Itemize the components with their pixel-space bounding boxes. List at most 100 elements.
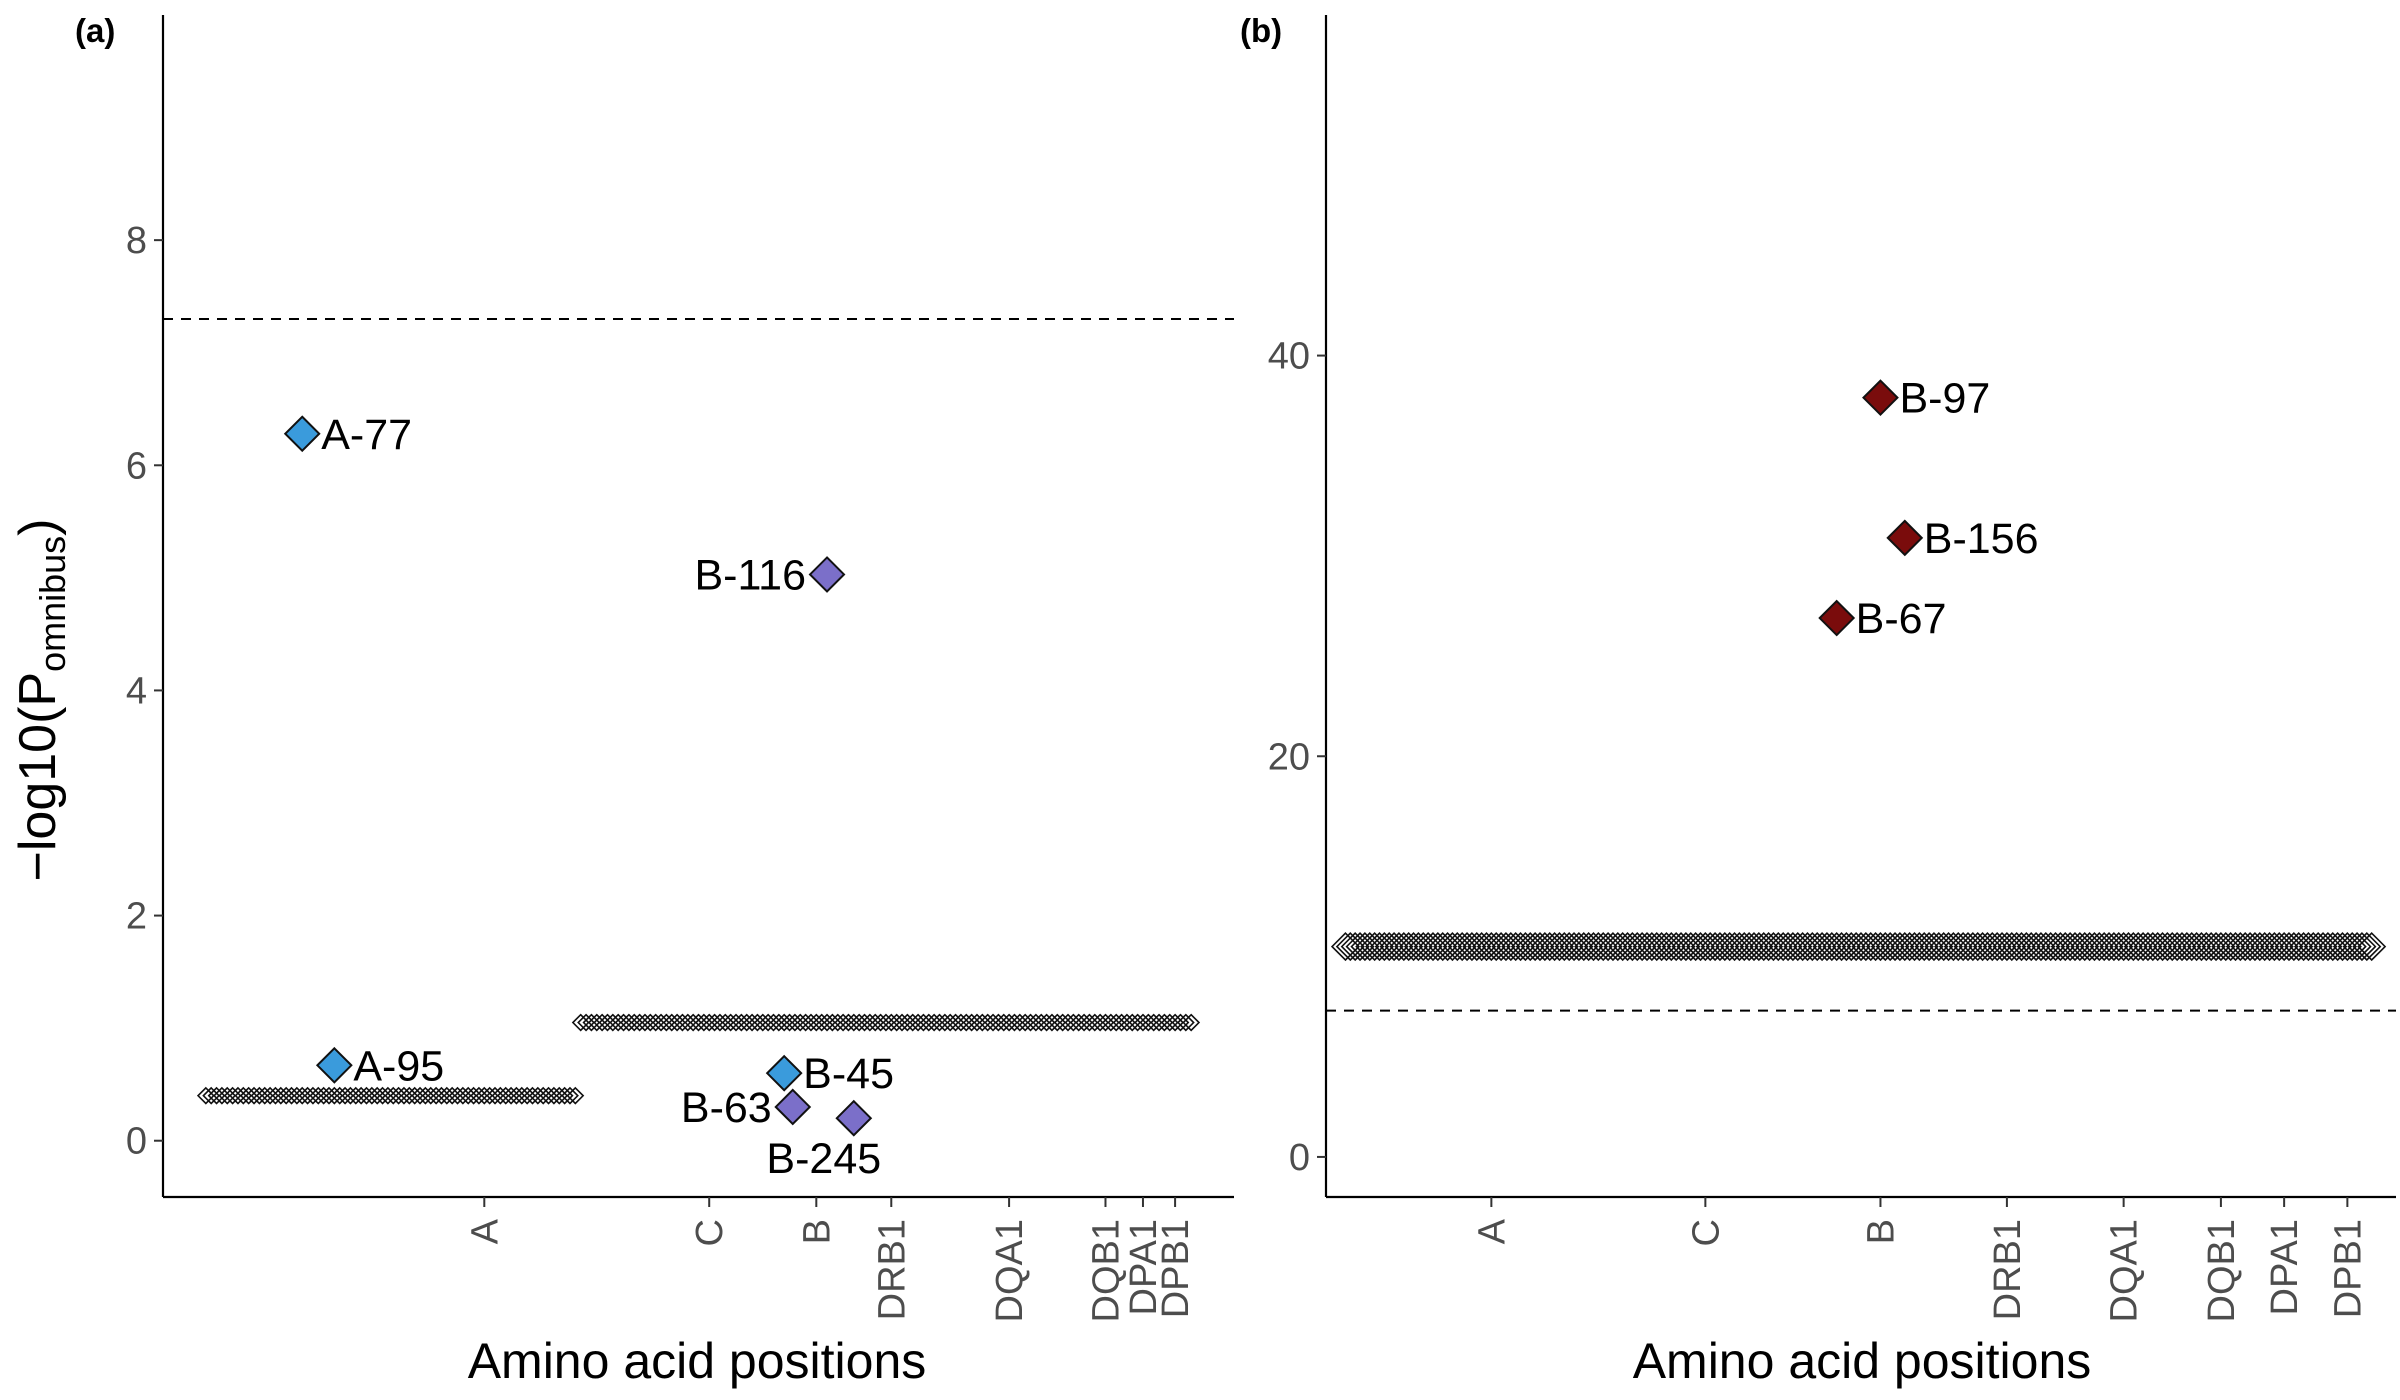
data-point: [2041, 932, 2071, 962]
data-point: [935, 1013, 954, 1032]
data-point: [2079, 932, 2109, 962]
data-point: [860, 1013, 879, 1032]
data-point: [866, 1013, 885, 1032]
data-point: [914, 1013, 933, 1032]
data-point: [2274, 932, 2304, 962]
data-point: [1880, 932, 1910, 962]
data-point: [2128, 932, 2158, 962]
data-point: [1797, 932, 1827, 962]
data-point: [2279, 932, 2309, 962]
data-point: [2211, 932, 2241, 962]
data-point: [1724, 932, 1754, 962]
data-point: [769, 1013, 788, 1032]
data-point: [1729, 932, 1759, 962]
data-point: [550, 1086, 569, 1105]
data-point: [1685, 932, 1716, 962]
data-point: [1457, 932, 1487, 962]
y-axis-title-close: ): [9, 518, 67, 535]
data-point: [491, 1086, 510, 1105]
data-point: [1948, 932, 1978, 962]
highlight-label: B-63: [681, 1084, 772, 1132]
data-point: [946, 1013, 965, 1032]
data-point: [2133, 932, 2163, 962]
data-point: [2143, 932, 2173, 962]
data-point: [2021, 932, 2051, 962]
highlight-label: B-97: [1899, 375, 1990, 423]
data-point: [470, 1086, 488, 1105]
panel-label: (b): [1240, 12, 1282, 49]
data-point: [1408, 932, 1438, 962]
x-tick-label: C: [1685, 1219, 1727, 1246]
x-tick-label: DRB1: [1987, 1219, 2029, 1320]
data-point: [2298, 932, 2328, 962]
data-point: [1613, 932, 1643, 962]
data-point: [898, 1013, 917, 1032]
data-point: [984, 1013, 1002, 1032]
highlight-label: B-45: [803, 1050, 894, 1098]
data-point: [1914, 932, 1944, 962]
data-point: [443, 1086, 462, 1105]
data-point: [1909, 932, 1939, 962]
data-point: [448, 1086, 467, 1105]
data-point: [1846, 932, 1876, 962]
data-point: [1144, 1013, 1163, 1032]
data-point: [1968, 932, 1998, 962]
data-point: [1139, 1013, 1158, 1032]
data-point: [250, 1086, 269, 1105]
data-point: [1481, 932, 1511, 962]
data-point: [2337, 932, 2367, 962]
data-point: [2191, 932, 2221, 962]
data-point: [1160, 1013, 1179, 1032]
data-point: [678, 1013, 697, 1032]
data-point: [282, 1086, 301, 1105]
x-tick-label: DPB1: [2327, 1219, 2369, 1318]
data-point: [1467, 932, 1497, 962]
panel-b: (b) Amino acid positions 0 20 40 A C B DRB1 DQA…: [1240, 12, 2396, 1389]
data-point: [1549, 932, 1579, 962]
data-point: [1622, 932, 1652, 962]
data-point: [1005, 1013, 1024, 1032]
data-point: [652, 1013, 670, 1032]
data-point: [732, 1013, 751, 1032]
data-point: [2104, 932, 2134, 962]
data-point: [1739, 932, 1769, 962]
data-point: [2196, 932, 2226, 962]
data-point: [657, 1013, 676, 1032]
data-point: [716, 1013, 735, 1032]
data-point: [212, 1086, 231, 1105]
data-point: [1710, 932, 1740, 962]
data-point: [2148, 932, 2178, 962]
data-point: [261, 1086, 280, 1105]
y-tick-label: 6: [126, 445, 147, 487]
data-point: [582, 1013, 601, 1032]
data-point: [1032, 1013, 1051, 1032]
x-tick-label: DPB1: [1155, 1219, 1197, 1318]
data-point: [1700, 932, 1730, 962]
data-point: [2245, 932, 2275, 962]
data-point: [1792, 932, 1823, 962]
data-point: [978, 1013, 997, 1032]
data-point: [2157, 932, 2187, 962]
x-tick-label: DQB1: [1085, 1219, 1127, 1322]
data-point: [2327, 932, 2358, 962]
data-point: [1875, 932, 1905, 962]
y-tick-label: 40: [1268, 336, 1310, 378]
data-point: [1335, 932, 1365, 962]
data-point: [539, 1086, 558, 1105]
data-point: [1462, 932, 1492, 962]
data-point: [1647, 932, 1677, 962]
data-point: [1476, 932, 1506, 962]
data-point: [2011, 932, 2041, 962]
data-point: [1642, 932, 1672, 962]
data-point: [475, 1086, 494, 1105]
data-point: [593, 1013, 612, 1032]
data-point: [603, 1013, 622, 1032]
data-point: [2347, 932, 2377, 962]
data-point: [2094, 932, 2124, 962]
data-point: [1379, 932, 1409, 962]
y-axis-title-subscript: omnibus: [32, 536, 73, 672]
data-point: [850, 1013, 869, 1032]
data-point: [1069, 1013, 1088, 1032]
data-point: [957, 1013, 976, 1032]
data-point: [1856, 932, 1886, 962]
